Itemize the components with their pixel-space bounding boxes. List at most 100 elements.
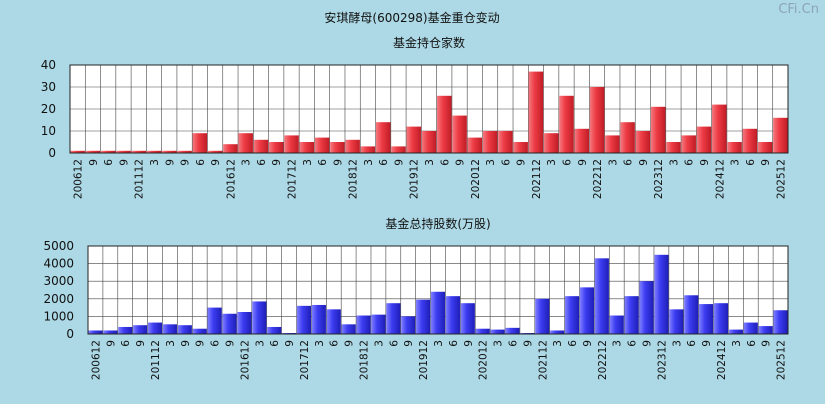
chart2-x-tick-label: 9	[582, 340, 594, 347]
chart1-bar	[513, 142, 528, 153]
chart1-x-tick-label: 6	[378, 159, 390, 166]
chart1-x-tick-label: 9	[638, 159, 650, 166]
chart1-bar	[314, 137, 330, 153]
chart2-bar	[177, 325, 192, 334]
chart1-bar	[605, 135, 620, 153]
chart1-bar	[482, 131, 498, 153]
chart2-bar	[401, 316, 416, 334]
chart2-plot-border	[87, 245, 789, 335]
chart2-bar	[416, 299, 431, 334]
chart2-x-tick-label: 202212	[597, 340, 609, 380]
chart1-x-tick-label: 3	[546, 159, 558, 166]
chart2-x-tick-label: 6	[746, 340, 758, 347]
chart1-x-tick-label: 200612	[73, 159, 85, 199]
chart2-x-tick-label: 3	[314, 340, 326, 347]
chart2-bar	[713, 303, 729, 334]
chart1-x-tick-label: 202012	[470, 159, 482, 199]
chart1-x-tick-label: 9	[393, 159, 405, 166]
chart2-x-tick-label: 3	[552, 340, 564, 347]
chart1-x-tick-label: 6	[103, 159, 115, 166]
chart2-x-tick-label: 6	[269, 340, 281, 347]
chart1-x-tick-label: 9	[760, 159, 772, 166]
chart2-x-tick-label: 3	[165, 340, 177, 347]
chart2-bar	[773, 310, 788, 334]
chart2-x-tick-label: 6	[507, 340, 519, 347]
chart1-y-tick-label: 40	[41, 58, 56, 72]
chart1-x-tick-label: 9	[88, 159, 100, 166]
chart1-y-tick-label: 10	[41, 124, 56, 138]
chart1-x-tick-label: 202512	[775, 159, 787, 199]
chart1-bar	[452, 115, 467, 153]
chart1-x-tick-label: 3	[485, 159, 497, 166]
chart1-bar	[299, 142, 315, 153]
chart2-x-tick-label: 3	[612, 340, 624, 347]
chart2-x-tick-label: 3	[433, 340, 445, 347]
chart2-bar	[475, 328, 490, 334]
chart1-bar	[406, 126, 421, 153]
chart2-bar	[192, 328, 207, 334]
chart1-bar	[589, 87, 605, 153]
chart2-x-tick-label: 202012	[478, 340, 490, 380]
chart2-bar	[356, 315, 371, 334]
chart2-x-tick-label: 9	[135, 340, 147, 347]
chart2-bar	[758, 326, 773, 334]
chart1-bar	[528, 71, 544, 153]
chart1-x-tick-label: 9	[332, 159, 344, 166]
chart2-x-tick-label: 9	[284, 340, 296, 347]
chart1-x-tick-label: 9	[455, 159, 467, 166]
chart2-bar	[133, 325, 148, 334]
chart2-x-tick-label: 3	[493, 340, 505, 347]
chart1-bar	[711, 104, 727, 153]
chart1-x-tick-label: 6	[561, 159, 573, 166]
chart2-y-tick-label: 4000	[43, 257, 74, 271]
chart1-x-tick-label: 201812	[348, 159, 360, 199]
chart1-bar	[375, 122, 391, 153]
chart2-bar	[103, 330, 118, 334]
chart2-x-tick-label: 6	[686, 340, 698, 347]
chart2-x-tick-label: 3	[373, 340, 385, 347]
chart2-bar	[669, 309, 684, 334]
chart1-y-tick-label: 30	[41, 80, 56, 94]
chart1-bar	[146, 150, 162, 153]
chart2-x-tick-label: 9	[403, 340, 415, 347]
chart2-x-tick-label: 9	[180, 340, 192, 347]
chart2-x-tick-label: 201912	[418, 340, 430, 380]
chart2-bar	[728, 329, 743, 334]
chart2-bar	[207, 307, 222, 334]
chart1-x-tick-label: 3	[424, 159, 436, 166]
chart1-x-tick-label: 9	[164, 159, 176, 166]
chart1-bar	[85, 150, 101, 153]
chart2-x-tick-label: 3	[731, 340, 743, 347]
chart1-x-tick-label: 3	[302, 159, 314, 166]
chart1-y-tick-label: 0	[48, 146, 56, 160]
chart1-bar	[773, 117, 788, 153]
chart1-x-tick-label: 9	[577, 159, 589, 166]
chart1-x-tick-label: 3	[668, 159, 680, 166]
chart2-x-tick-label: 6	[448, 340, 460, 347]
chart1-bar	[620, 122, 635, 153]
chart2-x-tick-label: 202312	[656, 340, 668, 380]
chart1-bar	[116, 150, 131, 153]
chart2-bar	[743, 322, 758, 334]
chart1-x-tick-label: 6	[256, 159, 268, 166]
chart2-x-tick-label: 9	[224, 340, 236, 347]
chart1-bar	[100, 150, 116, 153]
chart1-x-tick-label: 3	[149, 159, 161, 166]
chart1-bar	[574, 128, 590, 153]
chart1-x-tick-label: 201912	[409, 159, 421, 199]
chart2-bar	[326, 309, 341, 334]
chart2-bar	[237, 312, 252, 334]
chart2-bar	[445, 296, 460, 334]
chart1-bar	[543, 133, 559, 153]
chart1-bar	[223, 144, 238, 153]
chart1-bar	[498, 131, 513, 153]
chart1-bar	[345, 139, 360, 153]
chart1-bar	[360, 146, 376, 153]
chart1-x-tick-label: 201612	[225, 159, 237, 199]
chart2-x-tick-label: 6	[627, 340, 639, 347]
chart1-bar	[284, 135, 299, 153]
chart2-bar	[147, 322, 163, 334]
chart2-bar	[296, 305, 312, 334]
chart2-x-tick-label: 6	[120, 340, 132, 347]
